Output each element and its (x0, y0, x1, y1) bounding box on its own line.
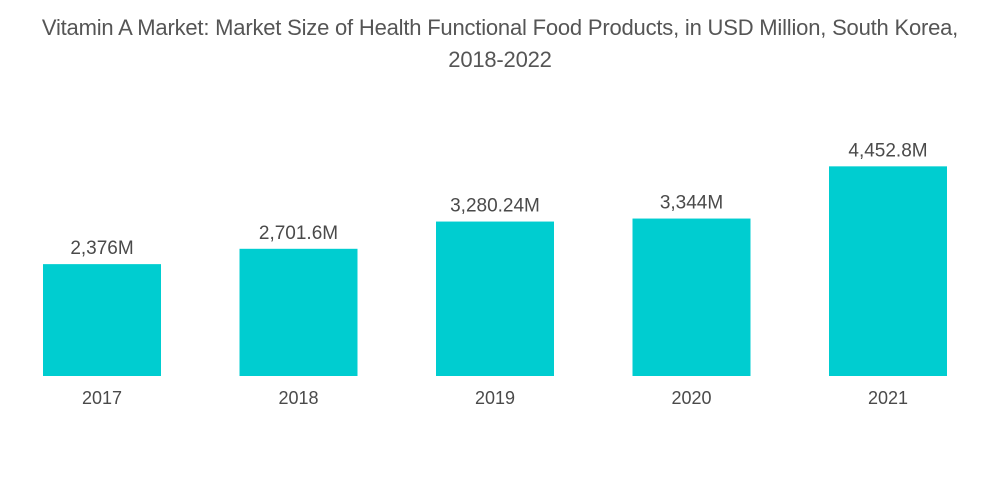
bar-value-label: 4,452.8M (848, 140, 927, 161)
bar-2020 (632, 218, 751, 376)
x-axis-ticks: 2017 2018 2019 2020 2021 (82, 388, 908, 408)
bar-value-label: 2,701.6M (259, 223, 338, 244)
bar-2017 (43, 264, 161, 376)
bar-labels-group: 2,376M 2,701.6M 3,280.24M 3,344M 4,452.8M (70, 140, 927, 259)
x-tick-label: 2020 (671, 388, 711, 408)
bar-value-label: 2,376M (70, 238, 133, 259)
x-tick-label: 2019 (475, 388, 515, 408)
x-tick-label: 2021 (868, 388, 908, 408)
x-tick-label: 2018 (278, 388, 318, 408)
bar-2019 (436, 221, 554, 376)
chart-title: Vitamin A Market: Market Size of Health … (41, 15, 959, 72)
x-tick-label: 2017 (82, 388, 122, 408)
bar-value-label: 3,280.24M (450, 196, 540, 217)
bar-2021 (829, 166, 947, 376)
bar-value-label: 3,344M (660, 193, 723, 214)
bars-group (43, 166, 947, 376)
bar-2018 (239, 248, 358, 376)
